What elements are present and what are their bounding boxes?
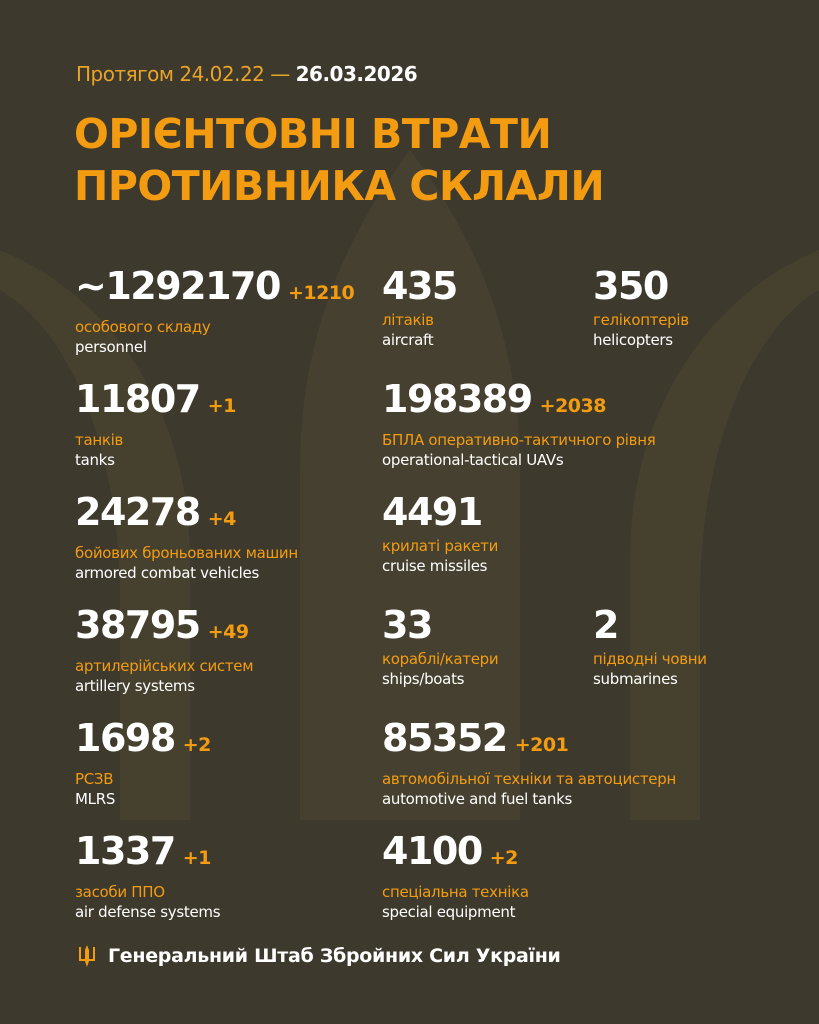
stat-value: 38795 +49 <box>75 603 253 654</box>
stat-label-en: operational-tactical UAVs <box>382 451 564 469</box>
stat-delta: +2038 <box>539 395 607 417</box>
stat-total: 85352 <box>382 716 508 760</box>
stat-delta: +4 <box>207 508 237 530</box>
stat-value: 350 <box>593 264 689 308</box>
stat-label-ua: крилаті ракети <box>382 537 499 555</box>
stat-value: 1337 +1 <box>75 829 220 880</box>
stat-value: 1698 +2 <box>75 716 211 767</box>
stat-tanks: 11807 +1 танків tanks <box>75 377 236 470</box>
stat-total: 2 <box>593 603 619 647</box>
stat-label-ua: РСЗВ <box>75 770 114 788</box>
stat-label-en: aircraft <box>382 331 434 349</box>
stat-label-ua: БПЛА оперативно-тактичного рівня <box>382 431 656 449</box>
stat-total: 350 <box>593 264 669 308</box>
stat-label-ua: літаків <box>382 311 434 329</box>
stat-armored-combat-vehicles: 24278 +4 бойових броньованих машин armore… <box>75 490 298 583</box>
stat-label-en: ships/boats <box>382 670 465 688</box>
stat-label-en: MLRS <box>75 790 116 808</box>
stat-total: 11807 <box>75 377 201 421</box>
stat-label-en: special equipment <box>382 903 516 921</box>
stat-label-ua: бойових броньованих машин <box>75 544 298 562</box>
stat-label-en: armored combat vehicles <box>75 564 259 582</box>
stat-label-en: artillery systems <box>75 677 195 695</box>
stat-delta: +1 <box>182 847 212 869</box>
stat-automotive-and-fuel-tanks: 85352 +201 автомобільної техніки та автоц… <box>382 716 676 809</box>
stat-label-en: cruise missiles <box>382 557 488 575</box>
stat-label-en: tanks <box>75 451 115 469</box>
stat-total: 1698 <box>75 716 176 760</box>
period-end: 26.03.2026 <box>295 62 418 86</box>
stat-special-equipment: 4100 +2 спеціальна техніка special equipm… <box>382 829 529 922</box>
stat-label-ua: гелікоптерів <box>593 311 689 329</box>
stat-delta: +49 <box>207 621 249 643</box>
stat-label-en: automotive and fuel tanks <box>382 790 572 808</box>
stat-aircraft: 435 літаків aircraft <box>382 264 458 350</box>
stat-value: 2 <box>593 603 707 647</box>
footer-text: Генеральний Штаб Збройних Сил України <box>108 945 561 967</box>
stat-total: 435 <box>382 264 458 308</box>
period-start: Протягом 24.02.22 — <box>76 62 290 86</box>
stat-label-ua: засоби ППО <box>75 883 165 901</box>
stat-delta: +201 <box>514 734 569 756</box>
stat-label-en: personnel <box>75 338 147 356</box>
trident-icon <box>79 945 95 967</box>
stat-label-ua: автомобільної техніки та автоцистерн <box>382 770 676 788</box>
stat-label-en: helicopters <box>593 331 673 349</box>
stat-helicopters: 350 гелікоптерів helicopters <box>593 264 689 350</box>
stat-value: 85352 +201 <box>382 716 676 767</box>
stat-label-ua: кораблі/катери <box>382 650 499 668</box>
stat-delta: +2 <box>489 847 519 869</box>
stat-value: 4491 <box>382 490 498 534</box>
stat-submarines: 2 підводні човни submarines <box>593 603 707 689</box>
stat-total: 38795 <box>75 603 201 647</box>
page-title: ОРІЄНТОВНІ ВТРАТИ ПРОТИВНИКА СКЛАЛИ <box>74 108 605 212</box>
stat-label-ua: артилерійських систем <box>75 657 254 675</box>
stat-ships-boats: 33 кораблі/катери ships/boats <box>382 603 499 689</box>
stat-label-ua: спеціальна техніка <box>382 883 529 901</box>
period: Протягом 24.02.22 — 26.03.2026 <box>76 62 418 86</box>
stat-mlrs: 1698 +2 РСЗВ MLRS <box>75 716 211 809</box>
stat-air-defense-systems: 1337 +1 засоби ППО air defense systems <box>75 829 221 922</box>
stat-total: 4100 <box>382 829 483 873</box>
stat-value: 4100 +2 <box>382 829 529 880</box>
stat-delta: +1210 <box>287 282 355 304</box>
stat-artillery-systems: 38795 +49 артилерійських систем artillery… <box>75 603 254 696</box>
stat-delta: +2 <box>182 734 212 756</box>
stat-value: 24278 +4 <box>75 490 298 541</box>
stat-value: 33 <box>382 603 498 647</box>
stat-value: ~1292170 +1210 <box>75 264 355 315</box>
stat-delta: +1 <box>207 395 237 417</box>
stat-label-en: air defense systems <box>75 903 221 921</box>
footer: Генеральний Штаб Збройних Сил України <box>78 944 561 968</box>
title-line-2: ПРОТИВНИКА СКЛАЛИ <box>74 162 605 210</box>
stat-total: 33 <box>382 603 433 647</box>
stat-value: 435 <box>382 264 458 308</box>
stat-label-ua: особового складу <box>75 318 211 336</box>
stat-total: ~1292170 <box>75 264 281 308</box>
title-line-1: ОРІЄНТОВНІ ВТРАТИ <box>74 110 552 158</box>
stat-total: 198389 <box>382 377 533 421</box>
stat-personnel: ~1292170 +1210 особового складу personnel <box>75 264 355 357</box>
stat-total: 1337 <box>75 829 176 873</box>
stat-value: 11807 +1 <box>75 377 236 428</box>
stat-label-ua: танків <box>75 431 124 449</box>
stat-total: 4491 <box>382 490 483 534</box>
stat-label-en: submarines <box>593 670 678 688</box>
stat-operational-tactical-uavs: 198389 +2038 БПЛА оперативно-тактичного р… <box>382 377 656 470</box>
stat-value: 198389 +2038 <box>382 377 655 428</box>
stat-label-ua: підводні човни <box>593 650 707 668</box>
stat-total: 24278 <box>75 490 201 534</box>
stat-cruise-missiles: 4491 крилаті ракети cruise missiles <box>382 490 498 576</box>
